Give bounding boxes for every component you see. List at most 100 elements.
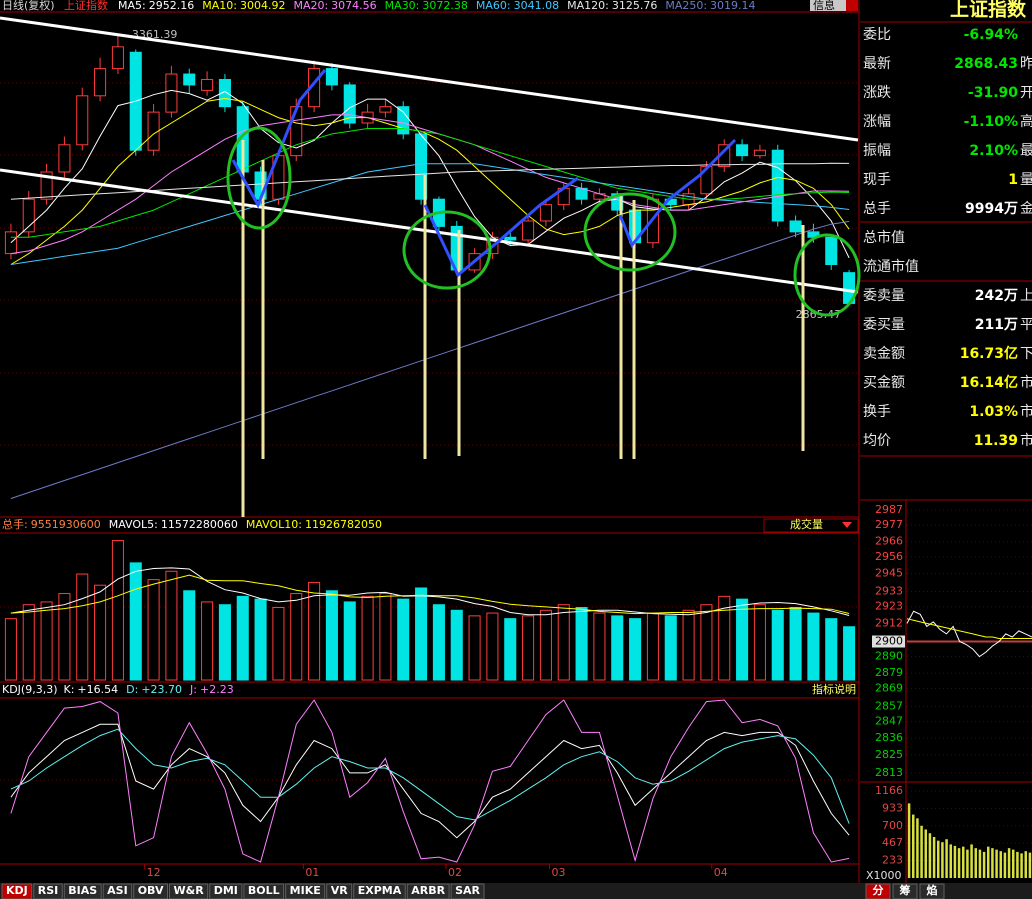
info-button[interactable] [810, 0, 846, 11]
volume-title[interactable]: 成交量 [790, 517, 823, 531]
quote-extra: 市 [1020, 403, 1032, 420]
legend-value: 3074.56 [331, 0, 377, 12]
tab-label[interactable]: RSI [38, 884, 59, 897]
tab[interactable] [133, 883, 169, 899]
quote-label: 买金额 [863, 375, 905, 391]
tab[interactable] [209, 883, 243, 899]
candle-body [736, 144, 749, 157]
tab[interactable] [353, 883, 406, 899]
volume-bar [147, 579, 160, 681]
ma-line [10, 89, 850, 259]
volume-selector[interactable] [763, 518, 859, 533]
tab-label[interactable]: VR [331, 884, 349, 897]
volume-bar [664, 615, 677, 681]
quote-value: -1.10% [964, 114, 1018, 130]
intraday-volume-bar [932, 836, 936, 878]
volume-bar [575, 607, 588, 681]
side-tab[interactable] [865, 883, 891, 899]
tab[interactable] [450, 883, 485, 899]
legend-name: 总手: [2, 517, 28, 531]
unit-label: X1000 [866, 869, 902, 882]
candle-body [343, 84, 356, 124]
wave-stroke [423, 176, 579, 278]
tab-label[interactable]: SAR [455, 884, 480, 897]
intraday-volume-bar [907, 803, 911, 878]
tab[interactable] [285, 883, 326, 899]
intraday-volume-bar [941, 842, 944, 878]
tab-label[interactable]: BIAS [68, 884, 97, 897]
legend-name: MA20: [293, 0, 328, 12]
side-tab-label[interactable]: 分 [873, 883, 884, 897]
candle-body [147, 111, 160, 151]
tab[interactable] [406, 883, 450, 899]
ma-line [10, 97, 850, 265]
highlight-circle [226, 126, 292, 230]
tab[interactable] [33, 883, 63, 899]
tab-label[interactable]: ARBR [411, 884, 445, 897]
volume-bar [611, 615, 624, 681]
y-tick-label: 1166 [875, 784, 903, 797]
volume-bar [218, 604, 231, 681]
indicator-note[interactable]: 指标说明 [812, 682, 856, 696]
tab-label[interactable]: EXPMA [358, 884, 402, 897]
tab[interactable] [169, 883, 209, 899]
intraday-volume-bar [966, 849, 969, 878]
x-tick-label: 02 [448, 866, 462, 879]
legend-name: D: [126, 683, 138, 696]
side-tab-label[interactable]: 焰 [927, 883, 938, 897]
side-tab[interactable] [919, 883, 945, 899]
dropdown-arrow[interactable] [842, 522, 852, 528]
quote-label: 均价 [863, 433, 891, 449]
y-tick-label: 2825 [875, 748, 903, 761]
quote-label: 涨跌 [863, 85, 891, 101]
intraday-volume-bar [957, 848, 961, 878]
volume-bar [753, 604, 766, 681]
quote-label: 流通市值 [863, 258, 919, 275]
quote-extra: 下 [1020, 346, 1032, 362]
tab-label[interactable]: MIKE [290, 884, 321, 897]
quote-value: 2868.43 [954, 56, 1018, 72]
candle-body [415, 133, 428, 200]
tab-label[interactable]: OBV [138, 884, 164, 897]
legend-value: 2952.16 [149, 0, 195, 12]
tab-label[interactable]: KDJ [6, 884, 28, 897]
kdj-line [10, 699, 850, 863]
highlight-circle [402, 210, 492, 290]
tab[interactable] [63, 883, 102, 899]
ma-line [10, 114, 850, 255]
price-guides [0, 82, 858, 781]
tab[interactable] [1, 883, 33, 899]
wave-stroke [618, 138, 737, 248]
y-tick-label: 2879 [875, 666, 903, 679]
tab[interactable] [326, 883, 353, 899]
legend-value: 9551930600 [31, 518, 101, 531]
volume-bar [361, 595, 374, 681]
legend-name: MA120: [567, 0, 609, 12]
candle-body [111, 46, 124, 70]
volume-ma-line [10, 574, 850, 615]
tab-label[interactable]: DMI [214, 884, 238, 897]
quote-extra: 开 [1020, 85, 1032, 101]
info-arrow[interactable] [846, 0, 858, 11]
y-tick-label: 2857 [875, 699, 903, 712]
side-tab-label[interactable]: 筹 [900, 883, 911, 897]
volume-bar [432, 604, 445, 681]
tab[interactable] [102, 883, 133, 899]
highlight-circle [793, 233, 861, 317]
quote-label: 委卖量 [863, 288, 905, 304]
tab-label[interactable]: ASI [107, 884, 128, 897]
volume-bar [539, 609, 552, 681]
tab[interactable] [243, 883, 285, 899]
info-button-label[interactable]: 信息 [813, 0, 835, 12]
candle-body [165, 73, 178, 113]
volume-bar [397, 598, 410, 681]
side-tab[interactable] [892, 883, 918, 899]
y-tick-label: 2956 [875, 550, 903, 563]
legend-name: J: [189, 683, 197, 696]
tab-label[interactable]: W&R [174, 884, 205, 897]
intraday-volume-bar [999, 851, 1002, 878]
candle-body [789, 220, 802, 233]
volume-bar [629, 618, 642, 681]
tab-label[interactable]: BOLL [248, 884, 280, 897]
